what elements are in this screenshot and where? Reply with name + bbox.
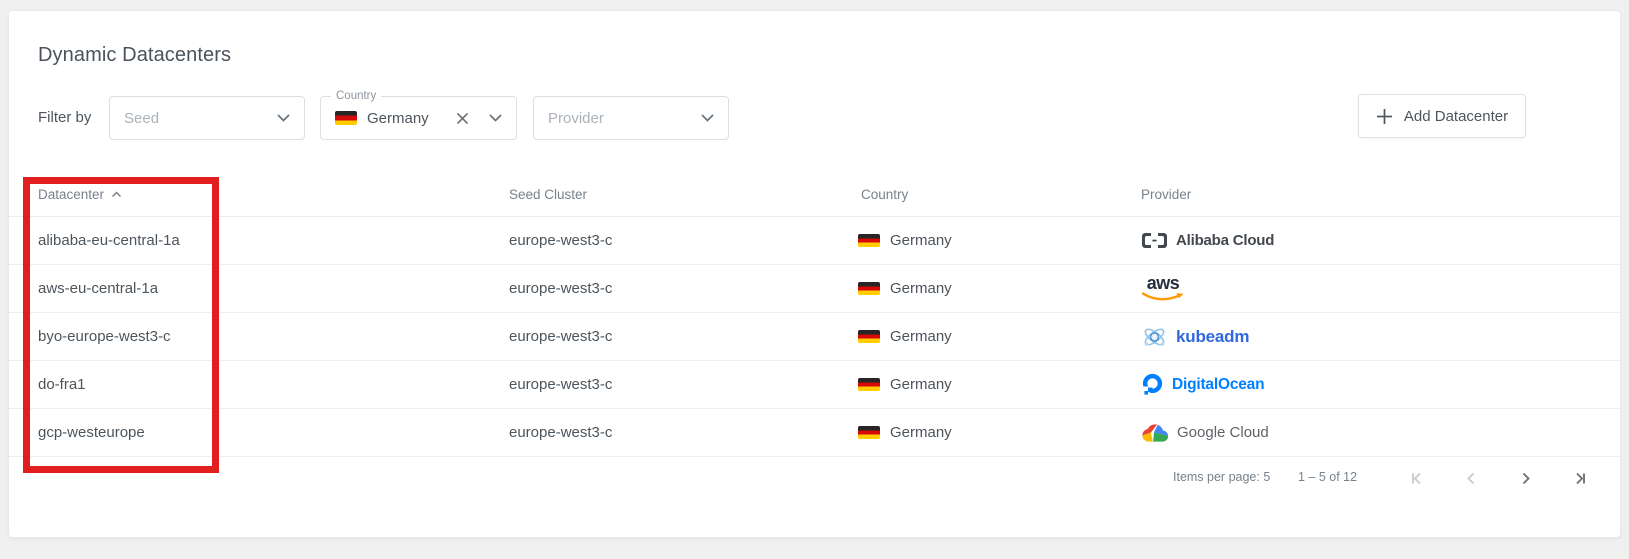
germany-flag-icon (858, 426, 880, 439)
country-filter-value: Germany (367, 109, 429, 127)
dynamic-datacenters-card: Dynamic Datacenters Filter by Seed Count… (8, 10, 1621, 538)
table-row-gcp-westeurope[interactable]: gcp-westeurope europe-west3-c Germany (9, 409, 1620, 457)
chevron-down-icon (489, 114, 502, 122)
provider-name: Alibaba Cloud (1176, 232, 1275, 249)
add-datacenter-button[interactable]: Add Datacenter (1358, 94, 1526, 138)
seed-cluster-value: europe-west3-c (509, 328, 613, 345)
kubeadm-logo: kubeadm (1141, 324, 1249, 350)
seed-cluster-value: europe-west3-c (509, 424, 613, 441)
germany-flag-icon (858, 378, 880, 391)
germany-flag-icon (335, 111, 357, 125)
seed-cluster-value: europe-west3-c (509, 232, 613, 249)
paginator: Items per page: 5 1 – 5 of 12 (9, 457, 1620, 517)
chevron-down-icon (701, 114, 714, 122)
last-page-button[interactable] (1564, 463, 1594, 493)
next-page-button[interactable] (1510, 463, 1540, 493)
seed-cluster-value: europe-west3-c (509, 280, 613, 297)
column-header-provider[interactable]: Provider (1141, 186, 1192, 202)
table-row-byo-europe-west3-c[interactable]: byo-europe-west3-c europe-west3-c German… (9, 313, 1620, 361)
seed-cluster-value: europe-west3-c (509, 376, 613, 393)
google-cloud-logo: Google Cloud (1141, 422, 1269, 443)
items-per-page-value: 5 (1263, 470, 1271, 484)
country-value: Germany (890, 280, 952, 297)
country-filter-select[interactable]: Country Germany (320, 89, 517, 140)
country-value: Germany (890, 328, 952, 345)
plus-icon (1376, 108, 1393, 125)
filter-by-label: Filter by (38, 109, 92, 126)
seed-placeholder: Seed (124, 109, 160, 127)
first-page-button[interactable] (1402, 463, 1432, 493)
page-title: Dynamic Datacenters (38, 44, 232, 66)
provider-name: Google Cloud (1177, 424, 1269, 441)
datacenter-name: alibaba-eu-central-1a (38, 232, 180, 249)
table-header-row: Datacenter Seed Cluster Country Provider (9, 171, 1620, 217)
provider-filter-select[interactable]: Provider (533, 96, 729, 140)
aws-logo: aws (1141, 273, 1185, 302)
country-value: Germany (890, 424, 952, 441)
datacenter-name: aws-eu-central-1a (38, 280, 159, 297)
provider-name: aws (1146, 273, 1180, 293)
germany-flag-icon (858, 282, 880, 295)
add-datacenter-label: Add Datacenter (1403, 107, 1509, 125)
page-range-label: 1 – 5 of 12 (1298, 470, 1358, 484)
country-value: Germany (890, 376, 952, 393)
germany-flag-icon (858, 234, 880, 247)
datacenter-name: do-fra1 (38, 376, 86, 393)
sort-asc-icon (111, 190, 122, 198)
datacenter-name: gcp-westeurope (38, 424, 145, 441)
digitalocean-logo: DigitalOcean (1141, 373, 1265, 396)
column-header-country[interactable]: Country (861, 186, 909, 202)
provider-name: kubeadm (1176, 326, 1250, 346)
table-row-do-fra1[interactable]: do-fra1 europe-west3-c Germany DigitalOc… (9, 361, 1620, 409)
country-value: Germany (890, 232, 952, 249)
seed-filter-select[interactable]: Seed (109, 96, 305, 140)
items-per-page: Items per page: 5 (1173, 470, 1271, 484)
column-header-datacenter[interactable]: Datacenter (38, 171, 122, 217)
country-filter-label: Country (331, 89, 382, 103)
table-row-alibaba-eu-central-1a[interactable]: alibaba-eu-central-1a europe-west3-c Ger… (9, 217, 1620, 265)
alibaba-cloud-logo: Alibaba Cloud (1141, 232, 1274, 249)
table-row-aws-eu-central-1a[interactable]: aws-eu-central-1a europe-west3-c Germany… (9, 265, 1620, 313)
column-header-seed-cluster[interactable]: Seed Cluster (509, 186, 588, 202)
clear-country-filter-icon[interactable] (454, 110, 471, 127)
previous-page-button[interactable] (1456, 463, 1486, 493)
provider-name: DigitalOcean (1172, 375, 1265, 393)
provider-placeholder: Provider (548, 109, 604, 127)
chevron-down-icon (277, 114, 290, 122)
germany-flag-icon (858, 330, 880, 343)
datacenter-name: byo-europe-west3-c (38, 328, 171, 345)
